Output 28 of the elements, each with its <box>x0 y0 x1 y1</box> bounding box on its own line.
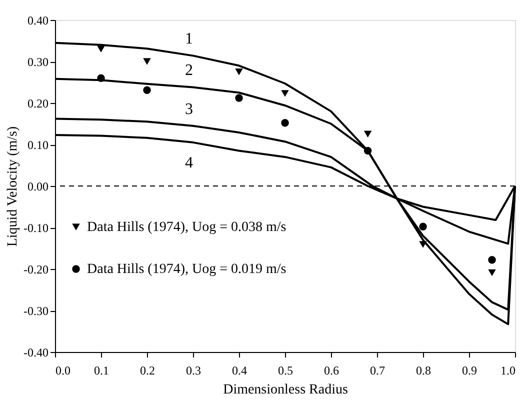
y-tick-label: 0.00 <box>28 180 48 194</box>
y-tick-label: -0.30 <box>24 304 48 318</box>
series-label: 4 <box>185 154 193 172</box>
legend-label: Data Hills (1974), Uog = 0.019 m/s <box>87 262 286 277</box>
x-tick-label: 0.9 <box>462 364 477 378</box>
x-tick-label: 0.2 <box>140 364 155 378</box>
x-tick-label: 0.1 <box>94 364 109 378</box>
y-axis-title: Liquid Velocity (m/s) <box>6 126 21 247</box>
x-axis-title: Dimensionless Radius <box>223 382 348 398</box>
x-tick-label: 0.4 <box>232 364 247 378</box>
x-tick-label: 0.6 <box>324 364 339 378</box>
x-tick-label: 0.7 <box>370 364 385 378</box>
y-tick-label: 0.40 <box>28 14 48 28</box>
legend-label: Data Hills (1974), Uog = 0.038 m/s <box>87 220 286 235</box>
y-tick-label: 0.20 <box>28 96 48 110</box>
y-tick-label: -0.40 <box>24 346 48 360</box>
y-tick-label: -0.20 <box>24 262 48 276</box>
x-tick-label: 0.8 <box>416 364 431 378</box>
series-label: 2 <box>185 62 193 80</box>
x-tick-label: 0.5 <box>278 364 293 378</box>
x-tick-label: 0.3 <box>186 364 201 378</box>
series-label: 3 <box>185 100 193 118</box>
y-tick-label: 0.10 <box>28 138 48 152</box>
series-label: 1 <box>185 30 193 48</box>
y-tick-label: -0.10 <box>24 221 48 235</box>
y-tick-label: 0.30 <box>28 55 48 69</box>
x-tick-label: 1.0 <box>500 364 516 378</box>
x-tick-label: 0.0 <box>56 364 70 378</box>
